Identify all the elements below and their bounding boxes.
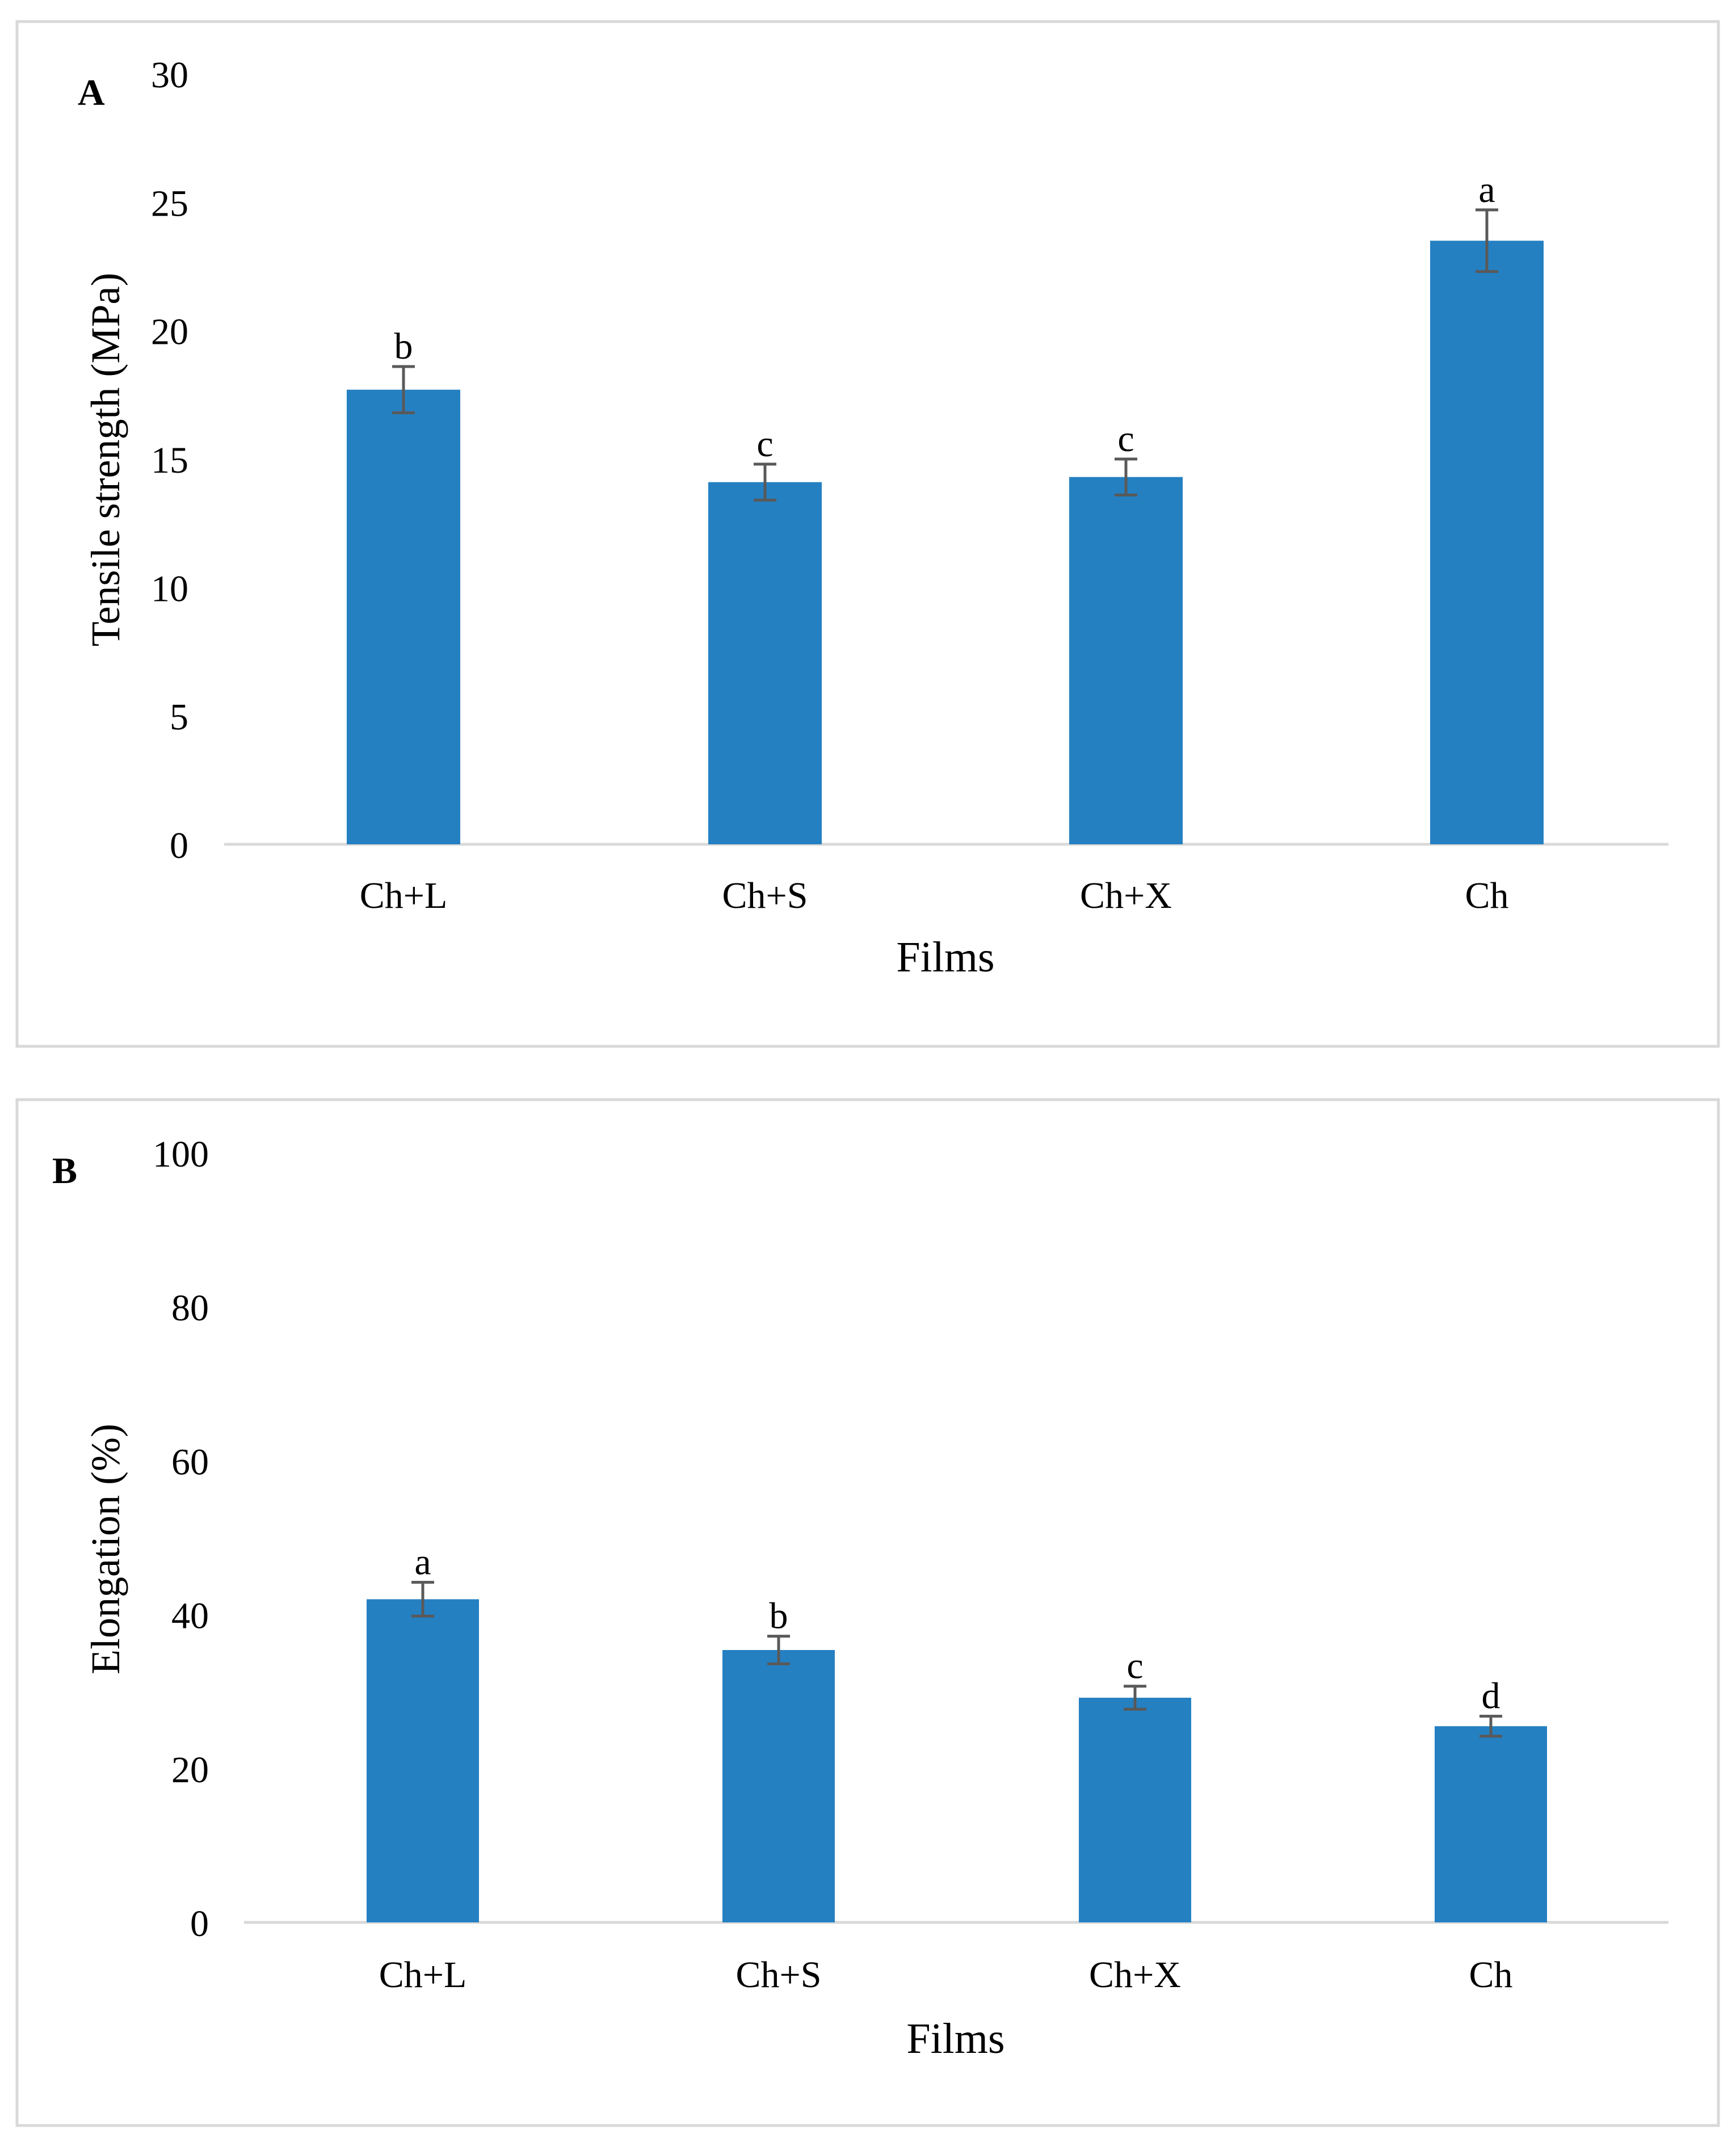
- panel-a-bar-ch-plus-s: [708, 482, 822, 844]
- panel-b-y-tick-label: 60: [171, 1441, 209, 1483]
- panel-b-y-tick-label: 0: [190, 1903, 209, 1945]
- panel-b-frame: [15, 1098, 1720, 2127]
- panel-a-significance-letter: a: [1478, 169, 1495, 211]
- panel-a-y-tick-label: 10: [151, 568, 188, 609]
- panel-a-y-tick-label: 15: [151, 440, 188, 481]
- panel-a-bar-ch-plus-l: [347, 389, 460, 844]
- panel-b-y-tick-label: 100: [153, 1134, 209, 1175]
- panel-a-y-tick-label: 0: [170, 825, 188, 866]
- panel-b-label: B: [52, 1150, 77, 1192]
- panel-a-x-tick-label: Ch+L: [360, 875, 448, 916]
- panel-b-x-axis-title: Films: [906, 2015, 1004, 2063]
- panel-a-x-axis-title: Films: [896, 933, 994, 981]
- panel-b-plot: 0 20 40 60 80 100 a Ch+L b Ch+S c Ch+X d Ch: [153, 1134, 1668, 1996]
- panel-a-y-tick-label: 30: [151, 54, 188, 96]
- panel-a-bar-ch-plus-x: [1069, 477, 1183, 844]
- panel-a-y-tick-label: 5: [170, 697, 188, 738]
- panel-b-bar-ch-plus-s: [722, 1649, 835, 1922]
- panel-a-label: A: [78, 72, 105, 113]
- panel-b-y-tick-label: 80: [171, 1287, 209, 1329]
- panel-b-x-tick-label: Ch+L: [379, 1954, 467, 1996]
- panel-b-y-axis-title: Elongation (%): [83, 1424, 128, 1674]
- panel-b-x-tick-label: Ch+S: [736, 1954, 822, 1996]
- panel-a-y-axis-title: Tensile strength (MPa): [83, 273, 128, 647]
- panel-b-significance-letter: c: [1126, 1645, 1143, 1687]
- panel-a-bar-ch: [1430, 241, 1544, 844]
- panel-b-x-tick-label: Ch+X: [1089, 1954, 1181, 1996]
- panel-b-bar-ch-plus-l: [367, 1599, 479, 1922]
- panel-b-y-tick-label: 40: [171, 1596, 209, 1637]
- panel-a-significance-letter: b: [394, 326, 413, 367]
- panel-b-significance-letter: a: [414, 1542, 431, 1583]
- panel-a-plot: 0 5 10 15 20 25 30 b Ch+L c Ch+S c Ch+X a Ch: [151, 54, 1668, 916]
- panel-a-x-tick-label: Ch+S: [722, 875, 808, 916]
- panel-b-significance-letter: d: [1482, 1676, 1500, 1717]
- panel-a-y-tick-label: 20: [151, 312, 188, 353]
- panel-b-bar-ch-plus-x: [1079, 1698, 1191, 1922]
- panel-a-significance-letter: c: [756, 423, 773, 465]
- panel-b-bar-ch: [1435, 1726, 1547, 1922]
- panel-b-y-tick-label: 20: [171, 1749, 209, 1791]
- panel-a-y-tick-label: 25: [151, 183, 188, 224]
- panel-b-significance-letter: b: [770, 1596, 788, 1637]
- panel-b-x-tick-label: Ch: [1469, 1954, 1512, 1996]
- panel-a-x-tick-label: Ch: [1465, 875, 1508, 916]
- panel-a-x-tick-label: Ch+X: [1080, 875, 1172, 916]
- panel-a-significance-letter: c: [1117, 418, 1134, 460]
